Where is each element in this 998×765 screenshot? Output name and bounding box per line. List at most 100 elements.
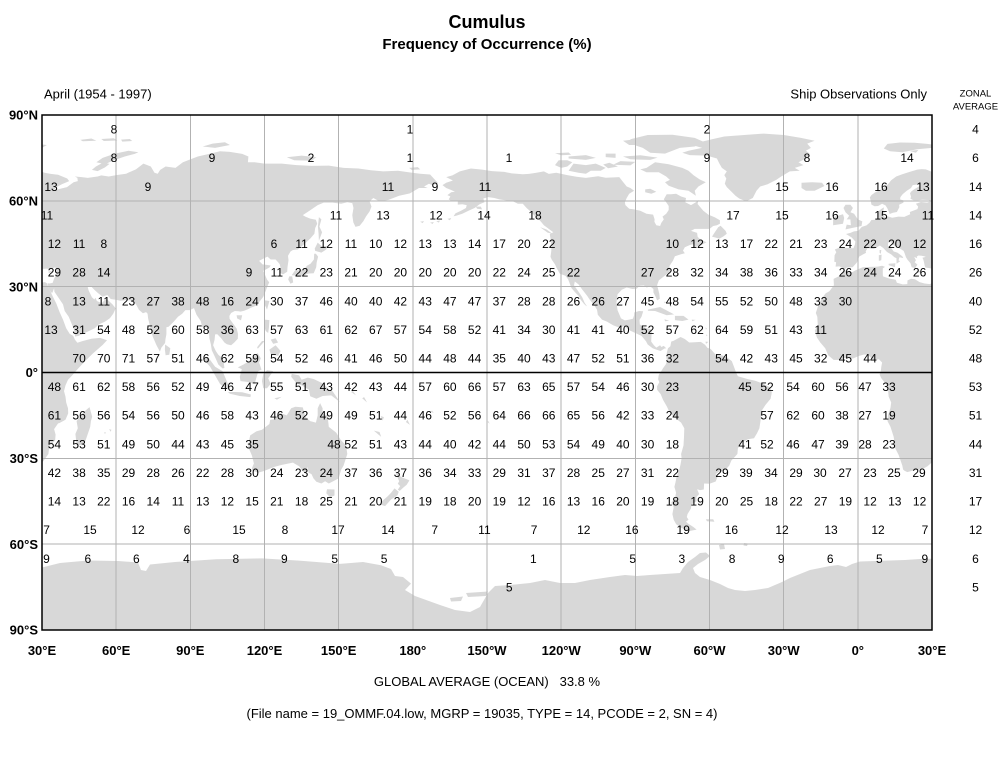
svg-text:51: 51 bbox=[295, 380, 309, 394]
svg-text:43: 43 bbox=[765, 352, 779, 366]
svg-text:90°W: 90°W bbox=[619, 643, 652, 658]
svg-text:22: 22 bbox=[493, 266, 507, 280]
svg-text:14: 14 bbox=[969, 180, 983, 194]
svg-text:19: 19 bbox=[493, 495, 507, 509]
svg-text:30: 30 bbox=[839, 294, 853, 308]
svg-text:37: 37 bbox=[493, 294, 507, 308]
svg-text:44: 44 bbox=[419, 437, 433, 451]
svg-text:57: 57 bbox=[493, 380, 507, 394]
svg-text:71: 71 bbox=[122, 352, 136, 366]
svg-text:28: 28 bbox=[542, 294, 556, 308]
svg-text:48: 48 bbox=[969, 352, 983, 366]
svg-text:90°N: 90°N bbox=[9, 108, 38, 123]
svg-text:62: 62 bbox=[786, 409, 800, 423]
svg-text:GLOBAL AVERAGE (OCEAN) 33.8: GLOBAL AVERAGE (OCEAN) 33.8 % bbox=[374, 674, 601, 689]
svg-text:14: 14 bbox=[97, 266, 111, 280]
svg-text:42: 42 bbox=[344, 380, 358, 394]
svg-text:10: 10 bbox=[369, 237, 383, 251]
svg-text:19: 19 bbox=[839, 495, 853, 509]
svg-text:27: 27 bbox=[858, 409, 872, 423]
svg-text:26: 26 bbox=[969, 266, 983, 280]
svg-text:46: 46 bbox=[270, 409, 284, 423]
svg-text:42: 42 bbox=[468, 437, 482, 451]
svg-text:29: 29 bbox=[715, 466, 729, 480]
svg-text:11: 11 bbox=[73, 237, 86, 251]
svg-text:27: 27 bbox=[616, 466, 630, 480]
svg-text:35: 35 bbox=[245, 437, 259, 451]
svg-text:64: 64 bbox=[493, 409, 507, 423]
svg-text:13: 13 bbox=[196, 495, 210, 509]
svg-text:17: 17 bbox=[493, 237, 507, 251]
svg-text:53: 53 bbox=[542, 437, 556, 451]
svg-text:12: 12 bbox=[320, 237, 334, 251]
svg-text:Cumulus: Cumulus bbox=[448, 12, 525, 32]
svg-text:12: 12 bbox=[863, 495, 877, 509]
svg-text:20: 20 bbox=[394, 266, 408, 280]
svg-text:150°E: 150°E bbox=[321, 643, 357, 658]
svg-text:8: 8 bbox=[100, 237, 107, 251]
svg-text:AVERAGE: AVERAGE bbox=[953, 101, 998, 112]
svg-text:23: 23 bbox=[122, 294, 136, 308]
svg-text:29: 29 bbox=[789, 466, 803, 480]
svg-text:52: 52 bbox=[295, 409, 309, 423]
svg-text:26: 26 bbox=[592, 294, 606, 308]
svg-text:2: 2 bbox=[704, 123, 711, 137]
svg-text:37: 37 bbox=[295, 294, 309, 308]
svg-text:60: 60 bbox=[811, 409, 825, 423]
svg-text:11: 11 bbox=[478, 523, 491, 537]
svg-text:19: 19 bbox=[419, 495, 433, 509]
svg-text:29: 29 bbox=[493, 466, 507, 480]
svg-text:54: 54 bbox=[122, 409, 136, 423]
svg-text:28: 28 bbox=[221, 466, 235, 480]
svg-text:18: 18 bbox=[295, 495, 309, 509]
svg-text:57: 57 bbox=[666, 323, 680, 337]
svg-text:31: 31 bbox=[641, 466, 655, 480]
svg-text:57: 57 bbox=[760, 409, 774, 423]
svg-text:16: 16 bbox=[969, 237, 983, 251]
svg-text:31: 31 bbox=[969, 466, 983, 480]
svg-text:13: 13 bbox=[44, 180, 58, 194]
svg-text:16: 16 bbox=[874, 180, 888, 194]
svg-text:30: 30 bbox=[245, 466, 259, 480]
svg-text:37: 37 bbox=[394, 466, 408, 480]
svg-text:19: 19 bbox=[641, 495, 655, 509]
svg-text:16: 16 bbox=[625, 523, 639, 537]
svg-text:48: 48 bbox=[666, 294, 680, 308]
svg-text:9: 9 bbox=[281, 552, 288, 566]
svg-text:8: 8 bbox=[111, 151, 118, 165]
svg-text:20: 20 bbox=[468, 495, 482, 509]
svg-text:54: 54 bbox=[97, 323, 111, 337]
svg-text:28: 28 bbox=[858, 437, 872, 451]
svg-text:12: 12 bbox=[517, 495, 531, 509]
svg-text:12: 12 bbox=[429, 208, 443, 222]
svg-text:28: 28 bbox=[72, 266, 86, 280]
svg-text:54: 54 bbox=[48, 437, 62, 451]
svg-text:56: 56 bbox=[468, 409, 482, 423]
svg-text:52: 52 bbox=[740, 294, 754, 308]
svg-text:34: 34 bbox=[764, 466, 778, 480]
svg-text:11: 11 bbox=[382, 180, 395, 194]
svg-text:34: 34 bbox=[517, 323, 531, 337]
svg-text:13: 13 bbox=[715, 237, 729, 251]
svg-text:31: 31 bbox=[72, 323, 86, 337]
svg-text:13: 13 bbox=[567, 495, 581, 509]
svg-text:38: 38 bbox=[740, 266, 754, 280]
svg-text:30°N: 30°N bbox=[9, 279, 38, 294]
svg-text:44: 44 bbox=[969, 437, 983, 451]
svg-text:51: 51 bbox=[969, 409, 983, 423]
svg-text:Frequency of Occurrence (%): Frequency of Occurrence (%) bbox=[382, 36, 591, 53]
svg-text:6: 6 bbox=[972, 151, 979, 165]
svg-text:54: 54 bbox=[419, 323, 433, 337]
svg-text:6: 6 bbox=[972, 552, 979, 566]
svg-text:70: 70 bbox=[97, 352, 111, 366]
svg-text:25: 25 bbox=[592, 466, 606, 480]
svg-text:13: 13 bbox=[419, 237, 433, 251]
svg-text:12: 12 bbox=[48, 237, 62, 251]
svg-text:43: 43 bbox=[419, 294, 433, 308]
svg-text:43: 43 bbox=[196, 437, 210, 451]
svg-text:13: 13 bbox=[888, 495, 902, 509]
svg-text:40: 40 bbox=[369, 294, 383, 308]
svg-text:52: 52 bbox=[760, 380, 774, 394]
svg-text:30°E: 30°E bbox=[28, 643, 57, 658]
svg-text:28: 28 bbox=[666, 266, 680, 280]
